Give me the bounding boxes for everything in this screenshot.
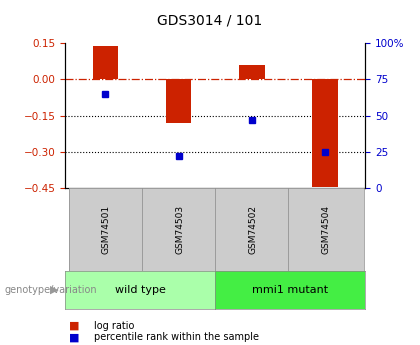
Bar xyxy=(92,46,118,79)
Text: mmi1 mutant: mmi1 mutant xyxy=(252,285,328,295)
Bar xyxy=(166,79,192,123)
Text: percentile rank within the sample: percentile rank within the sample xyxy=(94,333,260,342)
Text: GSM74501: GSM74501 xyxy=(102,205,111,254)
Text: ▶: ▶ xyxy=(50,285,59,295)
Text: wild type: wild type xyxy=(115,285,165,295)
Text: ■: ■ xyxy=(69,333,80,342)
Text: genotype/variation: genotype/variation xyxy=(4,285,97,295)
Text: GSM74502: GSM74502 xyxy=(248,205,257,254)
Text: GSM74504: GSM74504 xyxy=(322,205,331,254)
Text: log ratio: log ratio xyxy=(94,321,135,331)
Bar xyxy=(312,79,338,187)
Text: GDS3014 / 101: GDS3014 / 101 xyxy=(158,14,262,28)
Bar xyxy=(239,65,265,79)
Text: ■: ■ xyxy=(69,321,80,331)
Text: GSM74503: GSM74503 xyxy=(175,205,184,254)
